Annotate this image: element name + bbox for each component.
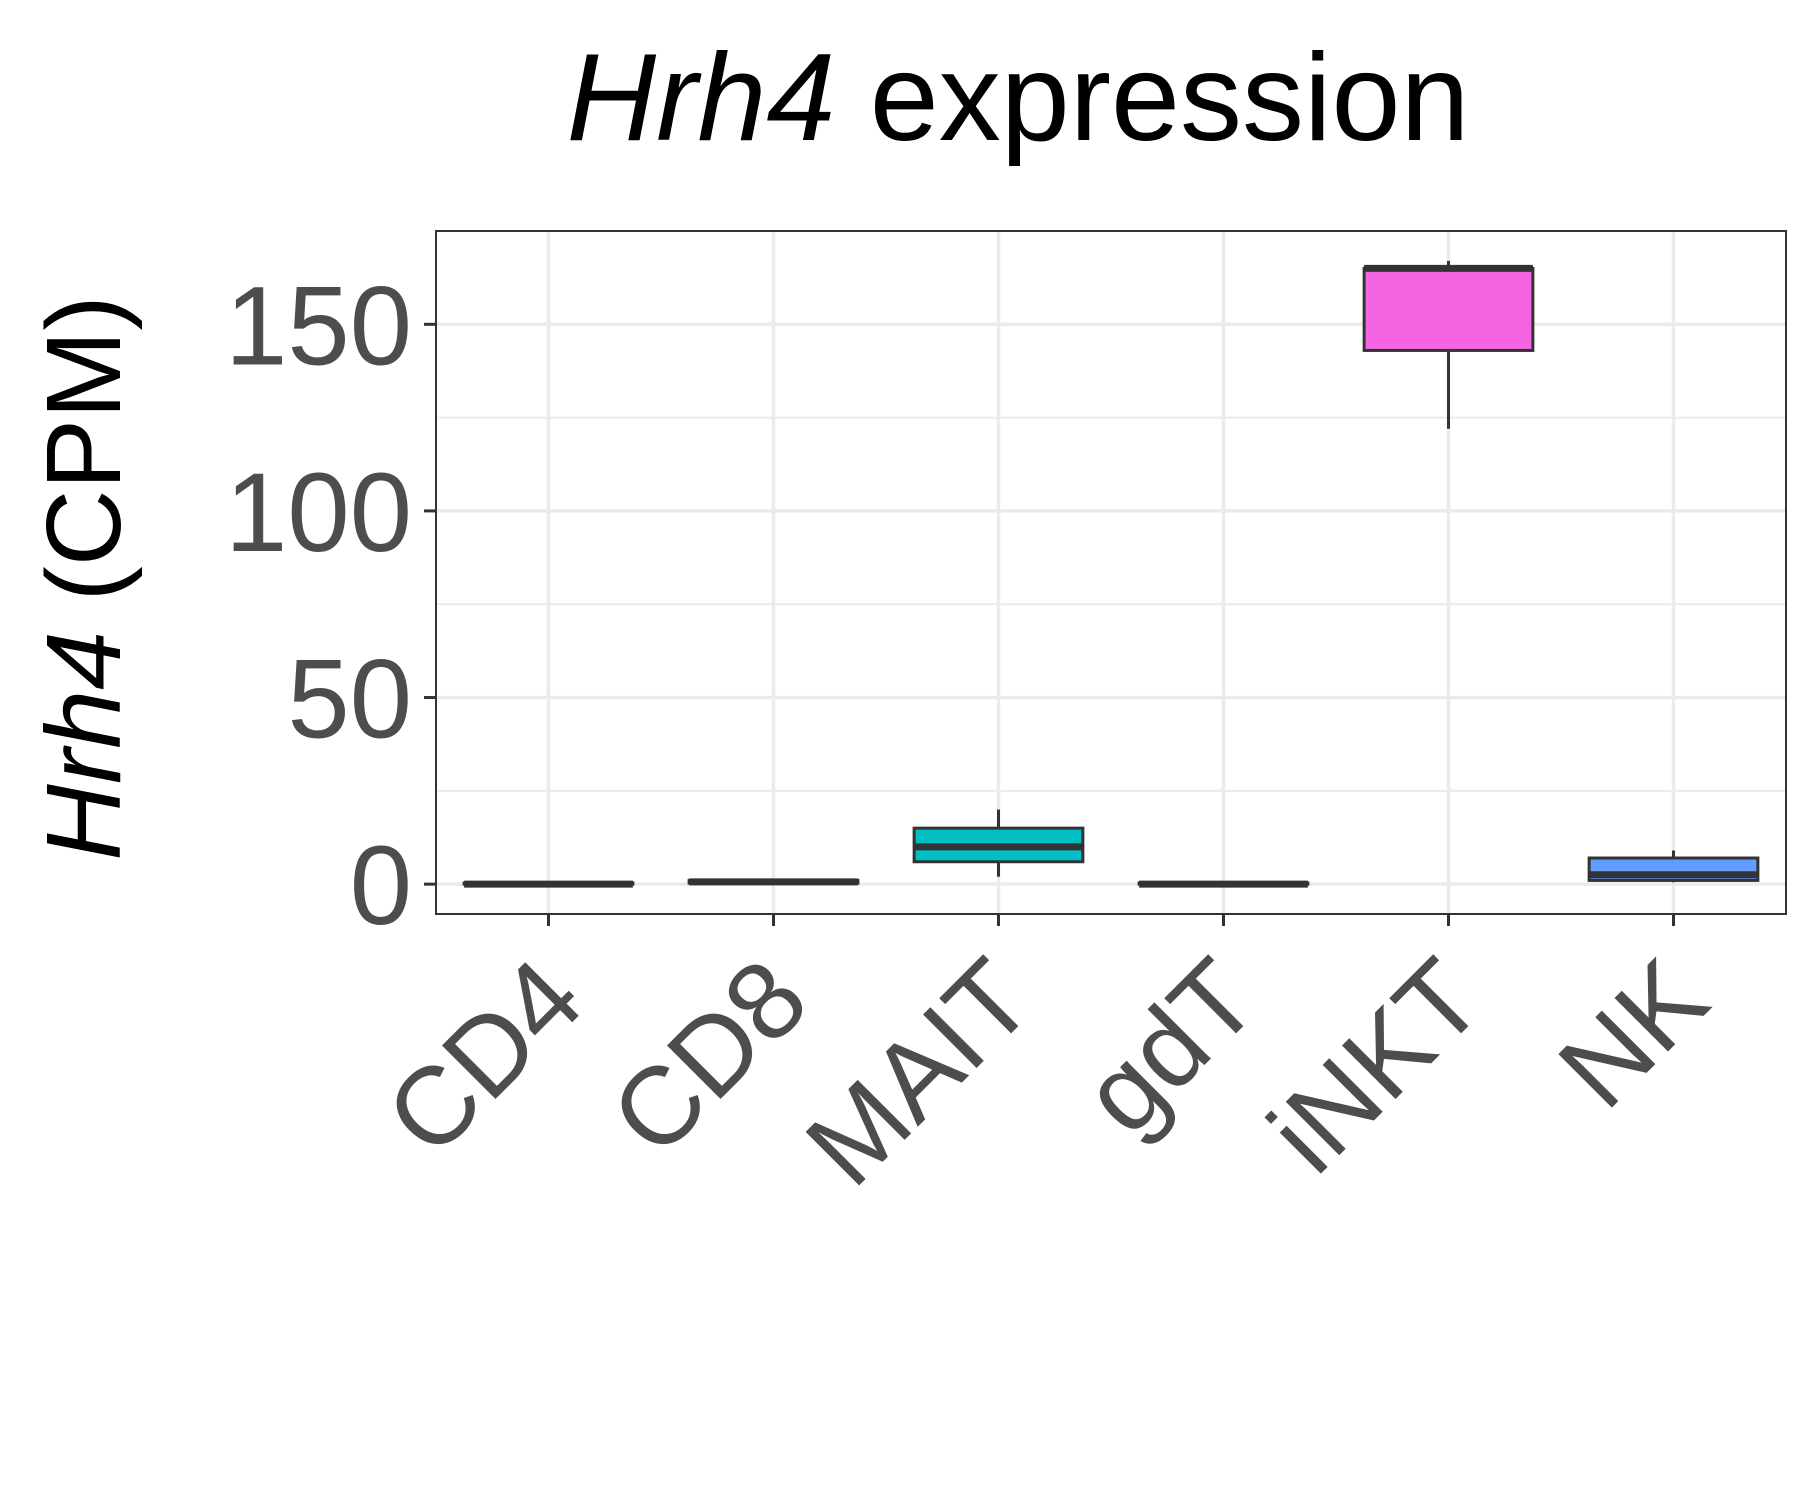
- plot-panel: [436, 231, 1786, 914]
- x-tick-label-cd8: CD8: [588, 936, 831, 1179]
- chart-title-gene: Hrh4: [567, 29, 836, 167]
- box-inkt: [1362, 260, 1535, 429]
- grid-minor: [436, 416, 1786, 792]
- y-axis-label: Hrh4 (CPM): [25, 295, 143, 860]
- chart-title: Hrh4 expression: [567, 29, 1470, 167]
- box-mait: [912, 809, 1085, 877]
- plot-panel-border: [435, 230, 1787, 915]
- box-cd8: [687, 878, 860, 886]
- y-axis-label-gene: Hrh4: [25, 631, 143, 861]
- box-iqr: [1362, 266, 1535, 352]
- box-gdt: [1137, 880, 1310, 888]
- boxes: [462, 260, 1760, 888]
- y-tick-label: 100: [225, 450, 412, 575]
- y-tick-label: 50: [287, 637, 412, 762]
- box-cd4: [462, 880, 635, 888]
- y-axis-label-suffix: (CPM): [25, 295, 143, 631]
- x-tick-label-mait: MAIT: [783, 936, 1056, 1209]
- y-axis-ticks: 0 50 100 150: [225, 263, 436, 948]
- y-tick-label: 0: [350, 823, 412, 948]
- chart-title-suffix: expression: [835, 29, 1469, 167]
- x-tick-label-inkt: iNKT: [1246, 936, 1506, 1196]
- x-tick-label-nk: NK: [1535, 936, 1730, 1131]
- x-tick-label-gdt: gdT: [1059, 936, 1280, 1157]
- y-tick-label: 150: [225, 263, 412, 388]
- x-tick-label-cd4: CD4: [363, 936, 606, 1179]
- box-nk: [1587, 850, 1760, 883]
